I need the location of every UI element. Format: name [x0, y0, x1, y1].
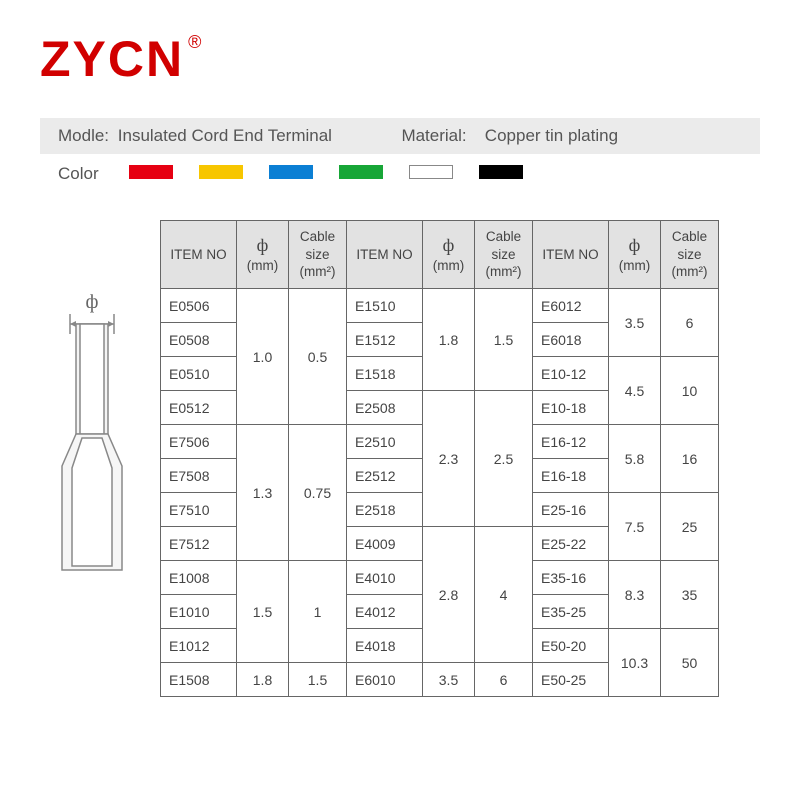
item-cell: E50-25 [533, 663, 609, 697]
cable-cell: 1.5 [475, 289, 533, 391]
material-value: Copper tin plating [485, 126, 618, 145]
phi-cell: 10.3 [609, 629, 661, 697]
item-cell: E7508 [161, 459, 237, 493]
item-cell: E25-22 [533, 527, 609, 561]
terminal-diagram: ф [40, 220, 160, 595]
phi-cell: 3.5 [423, 663, 475, 697]
brand-name: ZYCN [40, 30, 184, 88]
item-cell: E2508 [347, 391, 423, 425]
cable-cell: 1.5 [289, 663, 347, 697]
phi-cell: 2.3 [423, 391, 475, 527]
item-cell: E0508 [161, 323, 237, 357]
item-cell: E6012 [533, 289, 609, 323]
item-cell: E25-16 [533, 493, 609, 527]
cable-cell: 6 [661, 289, 719, 357]
header-cable-3: Cablesize(mm²) [661, 221, 719, 289]
phi-cell: 3.5 [609, 289, 661, 357]
item-cell: E35-16 [533, 561, 609, 595]
item-cell: E0506 [161, 289, 237, 323]
material-label: Material: [401, 126, 466, 145]
phi-cell: 7.5 [609, 493, 661, 561]
cable-cell: 1 [289, 561, 347, 663]
model-label: Modle: [58, 126, 109, 145]
cable-cell: 35 [661, 561, 719, 629]
header-item-1: ITEM NO [161, 221, 237, 289]
table-row: E05061.00.5E15101.81.5E60123.56 [161, 289, 719, 323]
phi-cell: 1.8 [423, 289, 475, 391]
phi-cell: 1.3 [237, 425, 289, 561]
item-cell: E4010 [347, 561, 423, 595]
info-bar: Modle: Insulated Cord End Terminal Mater… [40, 118, 760, 154]
registered-mark: ® [188, 32, 201, 53]
item-cell: E2512 [347, 459, 423, 493]
item-cell: E0512 [161, 391, 237, 425]
cable-cell: 50 [661, 629, 719, 697]
item-cell: E4012 [347, 595, 423, 629]
cable-cell: 0.5 [289, 289, 347, 425]
item-cell: E16-12 [533, 425, 609, 459]
header-item-2: ITEM NO [347, 221, 423, 289]
item-cell: E1010 [161, 595, 237, 629]
item-cell: E10-18 [533, 391, 609, 425]
item-cell: E7512 [161, 527, 237, 561]
item-cell: E1508 [161, 663, 237, 697]
cable-cell: 25 [661, 493, 719, 561]
phi-cell: 5.8 [609, 425, 661, 493]
item-cell: E6010 [347, 663, 423, 697]
item-cell: E2510 [347, 425, 423, 459]
item-cell: E0510 [161, 357, 237, 391]
phi-cell: 1.8 [237, 663, 289, 697]
table-header-row: ITEM NO ф(mm) Cablesize(mm²) ITEM NO ф(m… [161, 221, 719, 289]
phi-symbol: ф [86, 291, 99, 313]
color-swatch [199, 165, 243, 179]
item-cell: E1510 [347, 289, 423, 323]
item-cell: E7510 [161, 493, 237, 527]
item-cell: E1008 [161, 561, 237, 595]
cable-cell: 4 [475, 527, 533, 663]
item-cell: E1518 [347, 357, 423, 391]
cable-cell: 2.5 [475, 391, 533, 527]
color-swatch [479, 165, 523, 179]
item-cell: E7506 [161, 425, 237, 459]
item-cell: E4009 [347, 527, 423, 561]
phi-cell: 8.3 [609, 561, 661, 629]
header-phi-3: ф(mm) [609, 221, 661, 289]
phi-cell: 1.5 [237, 561, 289, 663]
phi-cell: 4.5 [609, 357, 661, 425]
color-row: Color [40, 160, 760, 194]
header-cable-2: Cablesize(mm²) [475, 221, 533, 289]
color-swatch [409, 165, 453, 179]
item-cell: E10-12 [533, 357, 609, 391]
swatch-container [129, 164, 549, 184]
color-swatch [129, 165, 173, 179]
item-cell: E1512 [347, 323, 423, 357]
item-cell: E1012 [161, 629, 237, 663]
color-swatch [339, 165, 383, 179]
cable-cell: 0.75 [289, 425, 347, 561]
item-cell: E6018 [533, 323, 609, 357]
header-phi-1: ф(mm) [237, 221, 289, 289]
phi-cell: 1.0 [237, 289, 289, 425]
header-cable-1: Cablesize(mm²) [289, 221, 347, 289]
cable-cell: 16 [661, 425, 719, 493]
color-swatch [269, 165, 313, 179]
header-item-3: ITEM NO [533, 221, 609, 289]
brand-logo: ZYCN ® [40, 30, 760, 88]
spec-table: ITEM NO ф(mm) Cablesize(mm²) ITEM NO ф(m… [160, 220, 719, 697]
color-label: Color [58, 164, 99, 184]
header-phi-2: ф(mm) [423, 221, 475, 289]
item-cell: E16-18 [533, 459, 609, 493]
item-cell: E4018 [347, 629, 423, 663]
item-cell: E2518 [347, 493, 423, 527]
model-value: Insulated Cord End Terminal [118, 126, 332, 145]
item-cell: E35-25 [533, 595, 609, 629]
item-cell: E50-20 [533, 629, 609, 663]
cable-cell: 6 [475, 663, 533, 697]
cable-cell: 10 [661, 357, 719, 425]
phi-cell: 2.8 [423, 527, 475, 663]
